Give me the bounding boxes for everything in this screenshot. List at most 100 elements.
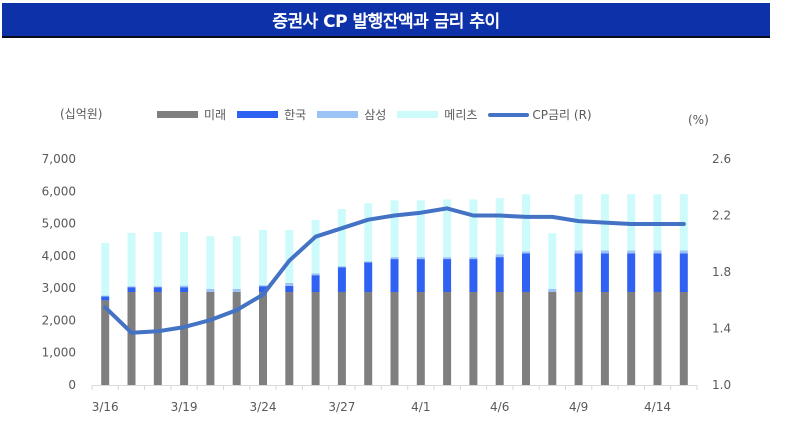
cp-rate-line-layer [103, 206, 686, 335]
bar-segment [153, 287, 162, 292]
bar-segment [495, 257, 504, 292]
bar-segment [600, 250, 609, 254]
bar-segment [364, 292, 373, 385]
left-axis-unit: (십억원) [60, 107, 103, 121]
x-tick-label: 3/27 [328, 400, 355, 414]
bar-stack [311, 220, 320, 385]
right-y-tick-label: 1.8 [712, 265, 731, 279]
x-axis [91, 385, 698, 390]
bar-segment [180, 285, 189, 288]
bar-segment [495, 198, 504, 255]
bar-segment [443, 292, 452, 385]
bar-segment [127, 287, 136, 292]
bar-segment [679, 292, 688, 385]
bar-segment [653, 253, 662, 292]
x-tick-label: 3/24 [250, 400, 277, 414]
x-tick-label: 4/6 [490, 400, 509, 414]
bar-segment [337, 267, 346, 293]
legend-swatch-mirae [157, 111, 198, 118]
bar-stack [337, 209, 346, 385]
bar-segment [285, 292, 294, 385]
bar-stack [548, 233, 557, 385]
right-axis-unit: (%) [688, 113, 709, 127]
legend-item-mirae: 미래 [157, 106, 226, 123]
bar-segment [469, 199, 478, 258]
bar-segment [285, 285, 294, 292]
bar-segment [469, 257, 478, 259]
bar-segment [127, 292, 136, 385]
left-y-tick-label: 5,000 [42, 217, 76, 231]
bar-segment [390, 200, 399, 258]
left-y-tick-label: 6,000 [42, 184, 76, 198]
bar-segment [180, 292, 189, 385]
bar-segment [416, 200, 425, 258]
bar-segment [127, 286, 136, 288]
bar-segment [311, 275, 320, 292]
bar-segment [600, 253, 609, 292]
bar-segment [337, 292, 346, 385]
bar-segment [548, 233, 557, 289]
bar-segment [390, 259, 399, 292]
bar-segment [548, 292, 557, 385]
bar-segment [469, 292, 478, 385]
legend-item-cp-rate: CP금리 (R) [488, 106, 592, 123]
cp-rate-line [103, 206, 686, 335]
bar-segment [574, 253, 583, 292]
bar-segment [522, 194, 530, 252]
right-y-tick-label: 1.0 [712, 378, 731, 392]
left-y-axis: 0 1,000 2,000 3,000 4,000 5,000 6,000 7,000 [42, 152, 76, 392]
right-y-axis: 1.0 1.4 1.8 2.2 2.6 [712, 152, 731, 392]
legend-label-korea: 한국 [284, 108, 307, 122]
bar-stack [180, 232, 189, 385]
bar-segment [259, 286, 267, 292]
chart-title: 증권사 CP 발행잔액과 금리 추이 [272, 12, 500, 32]
bar-segment [101, 242, 110, 296]
bar-segment [153, 232, 162, 287]
bar-segment [443, 259, 452, 292]
bar-segment [495, 254, 504, 258]
left-y-tick-label: 2,000 [42, 313, 76, 327]
bar-segment [311, 220, 320, 274]
legend-label-mirae: 미래 [204, 108, 227, 122]
bar-segment [180, 287, 189, 292]
bar-segment [153, 292, 162, 385]
bar-stack [495, 198, 504, 385]
bar-stack [101, 242, 110, 385]
bar-segment [364, 261, 373, 263]
bars-layer [101, 194, 688, 385]
bar-segment [627, 253, 636, 292]
bar-segment [285, 230, 294, 283]
bar-segment [127, 232, 136, 287]
bar-segment [574, 292, 583, 385]
bar-stack [443, 199, 452, 385]
bar-segment [416, 259, 425, 292]
bar-segment [364, 203, 373, 262]
bar-segment [259, 230, 267, 286]
bar-segment [495, 292, 504, 385]
x-axis-labels: 3/16 3/19 3/24 3/27 4/1 4/6 4/9 4/14 [92, 400, 671, 414]
bar-stack [232, 236, 241, 385]
bar-segment [206, 292, 215, 385]
bar-segment [679, 253, 688, 292]
x-tick-label: 3/16 [92, 400, 119, 414]
bar-segment [153, 286, 162, 288]
bar-stack [522, 194, 530, 385]
x-tick-label: 4/1 [411, 400, 430, 414]
bar-segment [522, 292, 530, 385]
bar-segment [311, 292, 320, 385]
bar-segment [469, 259, 478, 292]
bar-segment [390, 292, 399, 385]
bar-segment [522, 251, 530, 254]
bar-segment [206, 236, 215, 289]
x-tick-label: 4/9 [569, 400, 588, 414]
bar-stack [259, 230, 267, 385]
legend-item-meritz: 메리츠 [397, 106, 477, 123]
bar-segment [232, 236, 241, 289]
bar-stack [390, 200, 399, 385]
legend-item-samsung: 삼성 [317, 106, 386, 123]
legend-label-meritz: 메리츠 [444, 108, 478, 122]
bar-segment [548, 288, 557, 292]
x-tick-label: 3/19 [171, 400, 198, 414]
legend-label-samsung: 삼성 [364, 108, 387, 122]
left-y-tick-label: 7,000 [42, 152, 76, 166]
